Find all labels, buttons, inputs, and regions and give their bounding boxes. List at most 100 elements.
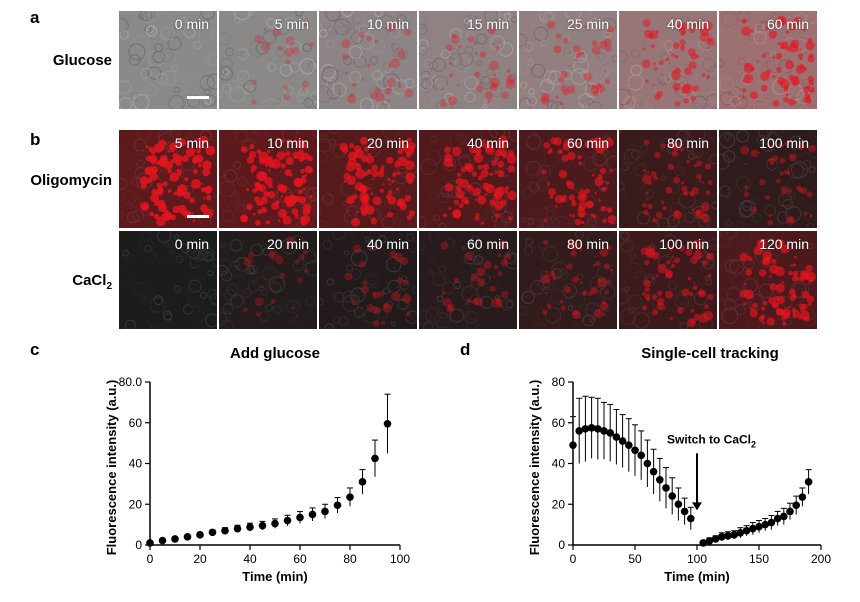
data-point bbox=[668, 477, 676, 515]
marker bbox=[283, 516, 292, 525]
marker bbox=[333, 501, 342, 510]
marker bbox=[637, 451, 645, 460]
data-point bbox=[767, 514, 776, 530]
row-label-oligomycin: Oligomycin bbox=[30, 172, 112, 189]
chart-d: 0 50 100 150 200 0 20 40 60 80 Time (min) Fluoresce… bbox=[527, 375, 831, 584]
data-point bbox=[575, 397, 583, 464]
marker bbox=[158, 536, 167, 545]
data-point bbox=[724, 531, 732, 540]
data-point bbox=[711, 535, 720, 543]
marker bbox=[196, 531, 204, 539]
x-tick-label: 200 bbox=[811, 552, 831, 566]
data-point bbox=[705, 537, 714, 545]
chart-c: 0 20 40 60 80 100 0 20 40 60 80.0 Time (min) Fluores… bbox=[104, 375, 410, 584]
marker bbox=[767, 518, 776, 527]
marker bbox=[798, 493, 807, 501]
oligomycin-tile: 5 min bbox=[119, 130, 217, 228]
data-point bbox=[625, 418, 633, 472]
data-point bbox=[612, 409, 621, 465]
y-axis-label: Fluorescence intensity (a.u.) bbox=[104, 380, 119, 556]
tile-time-label: 100 min bbox=[659, 236, 709, 252]
marker bbox=[618, 437, 627, 445]
marker bbox=[612, 433, 621, 441]
glucose-tile: 40 min bbox=[619, 11, 717, 109]
tile-time-label: 10 min bbox=[266, 135, 309, 151]
data-point bbox=[246, 522, 254, 531]
chart-c-title: Add glucose bbox=[229, 345, 320, 362]
marker bbox=[258, 521, 267, 530]
marker bbox=[643, 459, 652, 468]
oligomycin-tile: 100 min bbox=[719, 130, 817, 228]
oligomycin-tile: 40 min bbox=[419, 130, 517, 228]
cacl2-tile: 80 min bbox=[519, 231, 617, 329]
panel-b-letter: b bbox=[30, 130, 41, 149]
data-point bbox=[773, 510, 782, 526]
data-point bbox=[158, 536, 167, 545]
marker bbox=[308, 510, 317, 519]
marker bbox=[736, 528, 745, 537]
tile-time-label: 40 min bbox=[366, 236, 409, 252]
marker bbox=[346, 493, 354, 501]
x-tick-label: 60 bbox=[293, 552, 307, 566]
y-tick-label: 20 bbox=[552, 497, 566, 511]
oligomycin-tile: 80 min bbox=[619, 130, 717, 228]
marker bbox=[730, 531, 738, 539]
marker bbox=[631, 446, 639, 455]
panel-a-letter: a bbox=[30, 8, 40, 27]
y-tick-label: 40 bbox=[552, 457, 566, 471]
glucose-tile: 25 min bbox=[519, 11, 617, 109]
tile-time-label: 120 min bbox=[759, 236, 809, 252]
cacl2-tile: 60 min bbox=[419, 231, 517, 329]
marker bbox=[296, 513, 304, 522]
marker bbox=[600, 427, 608, 435]
marker bbox=[687, 514, 695, 523]
data-point bbox=[146, 539, 154, 547]
data-point bbox=[643, 439, 652, 487]
data-point bbox=[600, 401, 608, 460]
tile-time-label: 5 min bbox=[274, 16, 309, 32]
row-label-glucose: Glucose bbox=[52, 52, 112, 69]
annotation-text: Switch to CaCl bbox=[667, 432, 751, 446]
data-point bbox=[208, 528, 217, 537]
data-point bbox=[631, 424, 639, 476]
data-point bbox=[804, 469, 813, 495]
marker bbox=[724, 532, 732, 540]
data-point bbox=[271, 518, 279, 529]
marker bbox=[146, 539, 154, 547]
tile-time-label: 40 min bbox=[666, 16, 709, 32]
marker bbox=[581, 425, 590, 433]
data-point bbox=[581, 395, 590, 462]
data-point bbox=[283, 514, 292, 526]
y-tick-label: 80 bbox=[552, 375, 566, 389]
y-axis-label: Fluorescence intensity (a.u.) bbox=[527, 380, 542, 556]
tile-time-label: 20 min bbox=[366, 135, 409, 151]
data-point bbox=[296, 511, 304, 524]
data-point bbox=[221, 526, 229, 535]
data-point bbox=[736, 527, 745, 538]
data-point bbox=[183, 533, 192, 541]
marker bbox=[246, 523, 254, 531]
data-point bbox=[662, 467, 670, 509]
y-tick-label: 0 bbox=[558, 538, 565, 552]
x-tick-label: 100 bbox=[687, 552, 707, 566]
scale-bar bbox=[187, 215, 209, 218]
data-point bbox=[233, 524, 242, 533]
data-point bbox=[680, 497, 689, 525]
glucose-tile: 60 min bbox=[719, 11, 817, 109]
row-label-cacl2: CaCl2 bbox=[72, 272, 112, 292]
tile-time-label: 10 min bbox=[366, 16, 409, 32]
data-point bbox=[730, 530, 738, 539]
data-point bbox=[742, 525, 751, 536]
tile-time-label: 100 min bbox=[759, 135, 809, 151]
glucose-tile: 10 min bbox=[319, 11, 417, 109]
glucose-tile: 5 min bbox=[219, 11, 317, 109]
data-point bbox=[780, 507, 788, 525]
cacl2-tile: 120 min bbox=[719, 231, 817, 329]
marker bbox=[662, 484, 670, 492]
marker bbox=[786, 507, 794, 516]
data-point bbox=[618, 414, 627, 468]
marker bbox=[656, 476, 664, 484]
marker bbox=[649, 467, 658, 476]
x-tick-label: 0 bbox=[570, 552, 577, 566]
marker bbox=[718, 533, 726, 541]
